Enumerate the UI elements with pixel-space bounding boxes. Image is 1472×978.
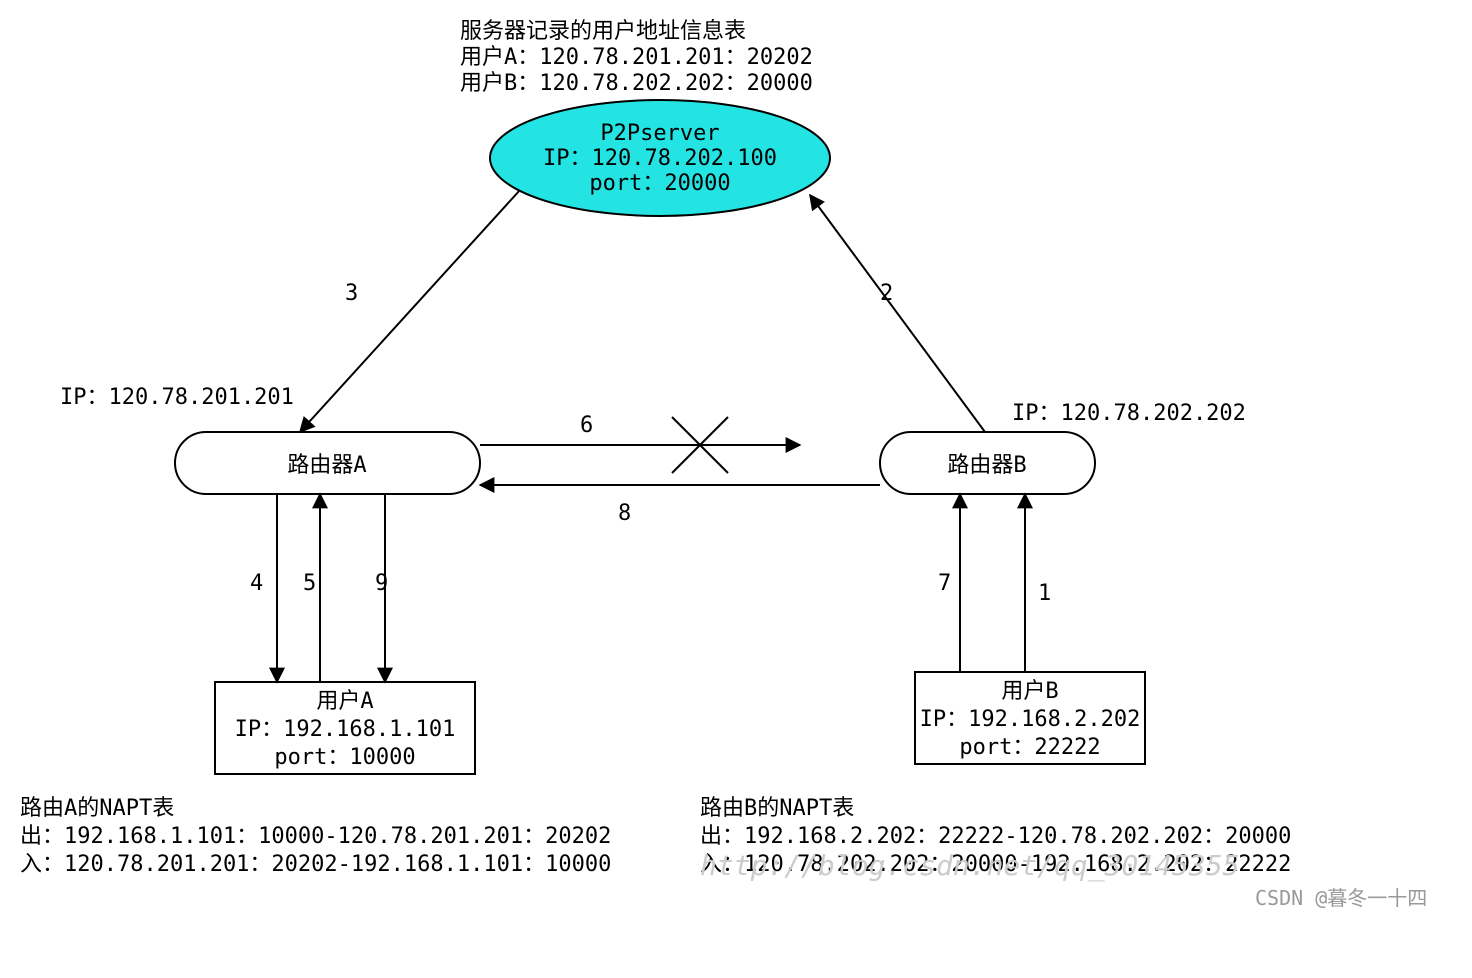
user-a-line3: port：10000 bbox=[274, 745, 415, 770]
edge-label-2: 2 bbox=[880, 281, 893, 306]
server-line1: P2Pserver bbox=[600, 121, 719, 146]
watermark-url: http://blog.csdn.net/qq_30145355 bbox=[700, 849, 1239, 883]
router-b-label: 路由器B bbox=[947, 453, 1026, 478]
edge-label-4: 4 bbox=[250, 571, 263, 596]
edge-2 bbox=[810, 195, 985, 432]
watermark-credit: CSDN @暮冬一十四 bbox=[1255, 886, 1427, 910]
edge-3 bbox=[300, 190, 520, 432]
server-line2: IP：120.78.202.100 bbox=[543, 146, 777, 171]
edge-label-6: 6 bbox=[580, 413, 593, 438]
user-b-line3: port：22222 bbox=[959, 735, 1100, 760]
router-a-label: 路由器A bbox=[287, 453, 366, 478]
edge-label-9: 9 bbox=[375, 571, 388, 596]
user-a-line1: 用户A bbox=[316, 689, 373, 714]
router-a-ip: IP：120.78.201.201 bbox=[60, 385, 294, 410]
network-diagram: 服务器记录的用户地址信息表 用户A：120.78.201.201：20202 用… bbox=[0, 0, 1472, 978]
server-line3: port：20000 bbox=[589, 171, 730, 196]
napt-b-out: 出：192.168.2.202：22222-120.78.202.202：200… bbox=[700, 824, 1291, 849]
server-info-title: 服务器记录的用户地址信息表 bbox=[460, 19, 746, 44]
edge-label-5: 5 bbox=[303, 571, 316, 596]
napt-b-title: 路由B的NAPT表 bbox=[700, 796, 854, 821]
napt-a-out: 出：192.168.1.101：10000-120.78.201.201：202… bbox=[20, 824, 611, 849]
server-info-line2: 用户B：120.78.202.202：20000 bbox=[460, 71, 813, 96]
edge-label-1: 1 bbox=[1038, 581, 1051, 606]
user-a-line2: IP：192.168.1.101 bbox=[235, 717, 456, 742]
user-b-line2: IP：192.168.2.202 bbox=[920, 707, 1141, 732]
server-info-line1: 用户A：120.78.201.201：20202 bbox=[460, 45, 813, 70]
napt-a-title: 路由A的NAPT表 bbox=[20, 796, 174, 821]
router-b-ip: IP：120.78.202.202 bbox=[1012, 401, 1246, 426]
edge-label-7: 7 bbox=[938, 571, 951, 596]
edge-label-8: 8 bbox=[618, 501, 631, 526]
edge-label-3: 3 bbox=[345, 281, 358, 306]
napt-a-in: 入：120.78.201.201：20202-192.168.1.101：100… bbox=[20, 852, 611, 877]
user-b-line1: 用户B bbox=[1001, 679, 1058, 704]
